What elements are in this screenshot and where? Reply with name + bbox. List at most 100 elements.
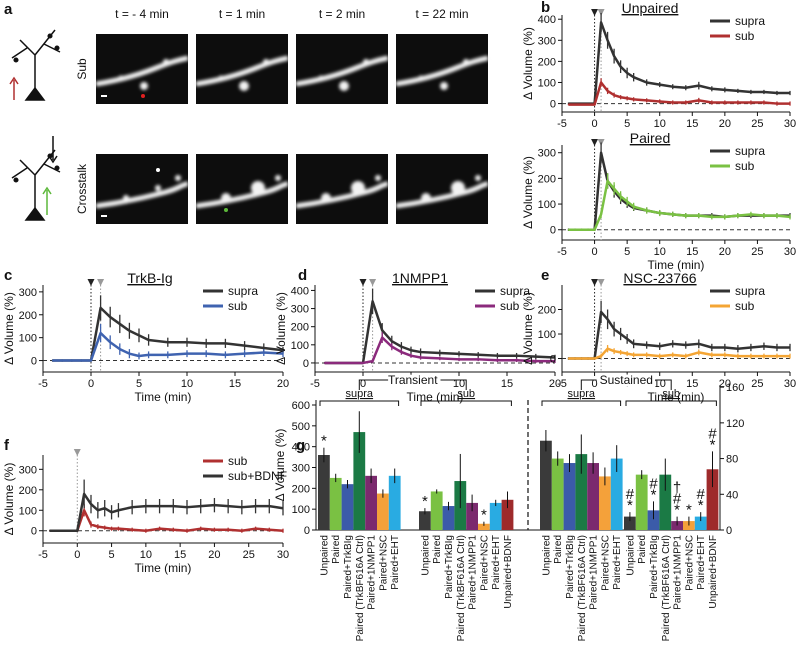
legend-label: supra bbox=[735, 144, 765, 158]
y-tick-label: 200 bbox=[19, 310, 37, 322]
bar bbox=[388, 475, 401, 530]
bar bbox=[563, 463, 576, 530]
x-tick-label: Paired+NSC bbox=[479, 535, 490, 591]
legend-label: sub bbox=[735, 29, 755, 43]
x-tick-label: Paired+EHT bbox=[491, 535, 502, 590]
spine bbox=[475, 175, 481, 181]
y2-tick-label: 0 bbox=[726, 525, 732, 537]
bar bbox=[419, 511, 431, 530]
bar bbox=[540, 440, 552, 530]
group-bracket bbox=[319, 400, 400, 406]
dendrite bbox=[195, 175, 289, 209]
dendrite bbox=[395, 55, 489, 90]
y2-tick-label: 40 bbox=[726, 489, 738, 501]
x-tick-label: 15 bbox=[686, 246, 698, 258]
legend-label: sub bbox=[735, 299, 755, 313]
x-tick-label: -5 bbox=[557, 246, 567, 258]
spine bbox=[140, 82, 148, 90]
bar bbox=[587, 463, 599, 530]
x-tick-label: Paired+TrkBIg bbox=[565, 535, 576, 599]
x-tick-label: Paired+TrkBIg bbox=[444, 535, 455, 599]
spine bbox=[275, 175, 281, 181]
y-tick-label: 100 bbox=[19, 333, 37, 345]
x-tick-label: Unpaired+BDNF bbox=[708, 535, 719, 609]
x-tick-label: 25 bbox=[751, 246, 763, 258]
time-label: t = 22 min bbox=[415, 7, 468, 21]
x-tick-label: -5 bbox=[310, 378, 320, 390]
x-tick-label: 0 bbox=[592, 118, 598, 130]
x-tick-label: 30 bbox=[784, 378, 796, 390]
x-tick-label: 5 bbox=[624, 246, 630, 258]
group-label: sub bbox=[662, 388, 680, 400]
significance-mark: # bbox=[708, 425, 717, 442]
y-axis-label: Δ Volume (%) bbox=[521, 27, 535, 100]
x-tick-label: Paired+EHT bbox=[390, 535, 401, 590]
x-tick-label: 15 bbox=[229, 378, 241, 390]
x-tick-label: 10 bbox=[140, 549, 152, 561]
x-tick-label: Unpaired bbox=[625, 535, 636, 576]
significance-mark: * bbox=[710, 436, 716, 453]
group-bracket bbox=[625, 400, 717, 406]
x-tick-label: Paired+NSC bbox=[684, 535, 695, 591]
dendrite-shaft bbox=[395, 55, 489, 87]
y-tick-label: 300 bbox=[292, 463, 310, 475]
spine bbox=[363, 59, 369, 65]
significance-mark: # bbox=[626, 486, 635, 503]
significance-mark: # bbox=[673, 491, 682, 508]
x-tick-label: 5 bbox=[624, 118, 630, 130]
spine bbox=[463, 59, 469, 65]
group-bracket bbox=[541, 400, 622, 406]
x-tick-label: Paired (TrkBF616A Ctrl) bbox=[577, 535, 588, 641]
legend-label: sub bbox=[500, 299, 520, 313]
stim-marker bbox=[597, 279, 605, 286]
panel-letter: g bbox=[296, 437, 305, 454]
micrograph bbox=[296, 34, 388, 104]
legend-label: sub bbox=[228, 454, 248, 468]
bar bbox=[318, 455, 330, 530]
significance-mark: * bbox=[321, 433, 327, 450]
x-tick-label: 10 bbox=[654, 246, 666, 258]
y-tick-label: 400 bbox=[292, 442, 310, 454]
legend-label: sub bbox=[228, 299, 248, 313]
spine bbox=[218, 75, 224, 81]
legend-label: sub bbox=[735, 159, 755, 173]
group-label: sub bbox=[457, 388, 475, 400]
y2-tick-label: 160 bbox=[726, 382, 744, 394]
x-tick-label: 0 bbox=[592, 246, 598, 258]
x-tick-label: Paired+1NMPP1 bbox=[468, 535, 479, 610]
dendrite-shaft bbox=[195, 55, 289, 87]
stim-marker bbox=[369, 279, 377, 286]
y-tick-label: 0 bbox=[550, 354, 556, 366]
dendrite-shaft bbox=[295, 181, 389, 209]
x-tick-label: Paired+EHT bbox=[696, 535, 707, 590]
y-tick-label: 0 bbox=[31, 356, 37, 368]
x-tick-label: Paired+TrkBIg bbox=[649, 535, 660, 599]
x-tick-label: Paired bbox=[331, 535, 342, 564]
bar bbox=[501, 499, 514, 530]
micrograph bbox=[396, 34, 488, 104]
y-tick-label: 0 bbox=[550, 225, 556, 237]
stim-marker bbox=[597, 9, 605, 16]
series-line bbox=[52, 331, 284, 362]
x-tick-label: 5 bbox=[136, 378, 142, 390]
x-axis-label: Time (min) bbox=[135, 561, 192, 575]
x-tick-label: 10 bbox=[181, 378, 193, 390]
y-tick-label: 0 bbox=[304, 525, 310, 537]
x-tick-label: 20 bbox=[719, 118, 731, 130]
y-tick-label: 100 bbox=[291, 340, 309, 352]
x-tick-label: Paired+NSC bbox=[600, 535, 611, 591]
x-tick-label: -5 bbox=[38, 549, 48, 561]
neuron-schematic bbox=[9, 29, 61, 101]
y-tick-label: 0 bbox=[550, 99, 556, 111]
legend-label: supra bbox=[735, 14, 765, 28]
uncaging-spot bbox=[141, 94, 145, 98]
x-tick-label: Paired bbox=[553, 535, 564, 564]
y-tick-label: 200 bbox=[538, 56, 556, 68]
panel-letter: a bbox=[4, 1, 13, 18]
y-tick-label: 200 bbox=[538, 173, 556, 185]
dendrite bbox=[95, 55, 189, 90]
chart-title: 1NMPP1 bbox=[392, 270, 448, 286]
micrograph bbox=[196, 34, 288, 104]
panel-letter: f bbox=[4, 437, 10, 454]
